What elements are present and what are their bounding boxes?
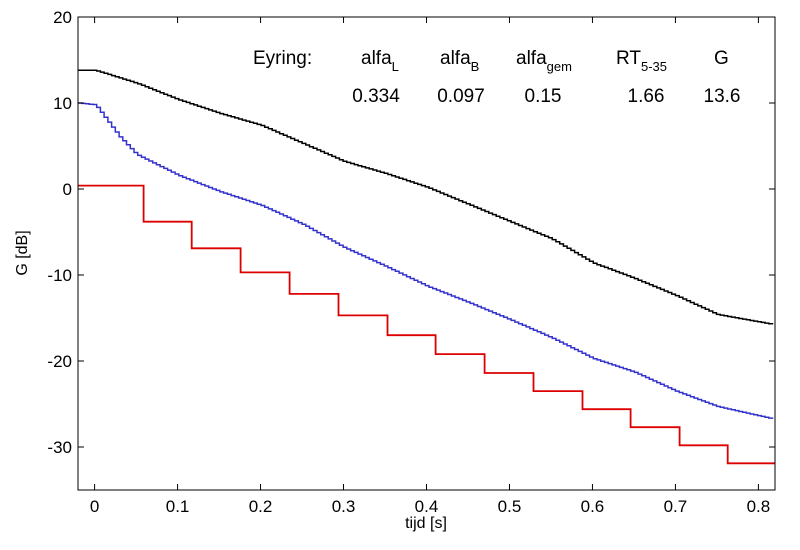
- series-layer: [78, 69, 775, 465]
- x-tick-label: 0.4: [415, 497, 439, 516]
- x-tick-label: 0.8: [747, 497, 771, 516]
- annotation-header: alfaB: [440, 48, 479, 74]
- annotation-header: alfagem: [516, 48, 572, 74]
- series-2-line: [78, 102, 774, 419]
- y-axis-label: G [dB]: [14, 230, 31, 275]
- x-tick-label: 0.1: [166, 497, 190, 516]
- annotation-value: 0.334: [352, 86, 400, 107]
- series-1-line: [78, 69, 774, 325]
- x-tick-label: 0: [90, 497, 99, 516]
- x-tick-label: 0.2: [249, 497, 273, 516]
- y-tick-label: -20: [47, 352, 72, 371]
- tick-layer: 0 0.1 0.2 0.3 0.4 0.5 0.6 0.7 0.8 -30 -20 -10 0 10 20: [47, 8, 775, 516]
- annotation-header: alfaL: [361, 48, 399, 74]
- x-axis-label: tijd [s]: [405, 515, 447, 532]
- annotation-row-label: Eyring:: [253, 48, 312, 69]
- y-tick-label: 10: [53, 94, 72, 113]
- plot-background: [78, 17, 775, 490]
- annotation-table: Eyring: alfaL 0.334 alfaB 0.097 alfagem 0.15 RT…: [253, 48, 740, 107]
- annotation-value: 1.66: [628, 86, 665, 107]
- x-tick-label: 0.6: [581, 497, 605, 516]
- annotation-value: 0.15: [525, 86, 562, 107]
- y-tick-label: 0: [63, 180, 72, 199]
- series-3-line: [78, 184, 775, 465]
- y-tick-label: -10: [47, 266, 72, 285]
- annotation-value: 13.6: [704, 86, 741, 107]
- x-tick-label: 0.7: [664, 497, 688, 516]
- x-tick-label: 0.5: [498, 497, 522, 516]
- y-tick-label: 20: [53, 8, 72, 27]
- annotation-header: RT5-35: [616, 48, 667, 74]
- y-tick-label: -30: [47, 438, 72, 457]
- x-tick-label: 0.3: [332, 497, 356, 516]
- annotation-header: G: [714, 48, 729, 69]
- annotation-value: 0.097: [437, 86, 485, 107]
